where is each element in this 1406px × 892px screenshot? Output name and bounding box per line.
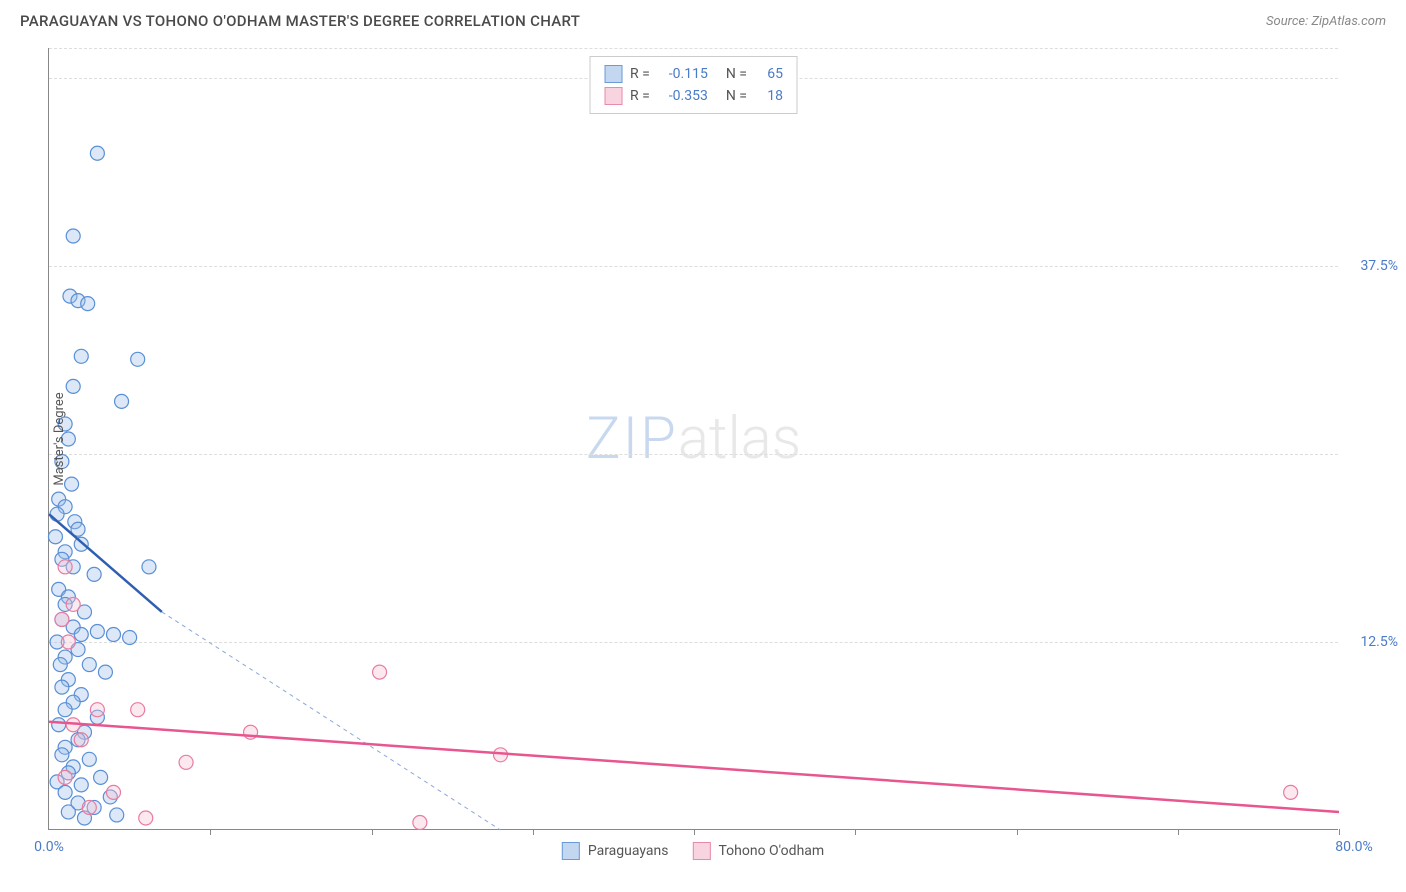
scatter-svg [49,48,1338,829]
y-tick-label: 37.5% [1360,258,1398,274]
x-tick [533,829,534,835]
trend-line [49,722,1339,812]
source-attribution: Source: ZipAtlas.com [1266,14,1386,29]
x-tick [694,829,695,835]
scatter-point [55,680,69,694]
scatter-point [74,349,88,363]
scatter-point [131,703,145,717]
series-legend: Paraguayans Tohono O'odham [562,842,824,860]
source-value: ZipAtlas.com [1311,14,1386,29]
scatter-point [107,628,121,642]
scatter-point [58,560,72,574]
scatter-point [52,718,66,732]
r-value: -0.353 [658,88,708,104]
scatter-point [82,752,96,766]
x-tick-label: 80.0% [1335,839,1373,855]
scatter-point [94,770,108,784]
series-label: Tohono O'odham [718,843,824,859]
x-tick [1339,829,1340,835]
source-label: Source: [1266,14,1311,29]
x-tick-label: 0.0% [34,839,64,855]
scatter-point [139,811,153,825]
scatter-point [55,748,69,762]
r-label: R = [630,88,650,104]
r-label: R = [630,66,650,82]
scatter-point [66,597,80,611]
y-axis-label: Master's Degree [52,392,67,485]
legend-swatch [604,87,622,105]
x-tick [855,829,856,835]
scatter-point [58,770,72,784]
scatter-point [90,146,104,160]
legend-swatch [692,842,710,860]
n-value: 65 [755,66,783,82]
scatter-point [131,352,145,366]
chart-title: PARAGUAYAN VS TOHONO O'ODHAM MASTER'S DE… [20,12,580,30]
scatter-point [74,778,88,792]
series-legend-item: Paraguayans [562,842,669,860]
scatter-point [74,733,88,747]
scatter-point [55,612,69,626]
scatter-point [53,658,67,672]
stats-legend: R = -0.115 N = 65 R = -0.353 N = 18 [589,56,798,114]
n-label: N = [726,88,747,104]
scatter-point [87,567,101,581]
trend-line-extension [162,612,501,830]
x-tick [372,829,373,835]
series-label: Paraguayans [588,843,669,859]
scatter-point [81,297,95,311]
x-tick [210,829,211,835]
scatter-point [98,665,112,679]
scatter-point [61,635,75,649]
plot-region: ZIPatlas R =-0.115N =65R =-0.353N =18 Ma… [48,48,1338,830]
scatter-point [90,624,104,638]
n-value: 18 [755,88,783,104]
scatter-point [1284,785,1298,799]
scatter-point [66,379,80,393]
scatter-point [413,815,427,829]
x-tick [1017,829,1018,835]
legend-swatch [604,65,622,83]
scatter-point [142,560,156,574]
r-value: -0.115 [658,66,708,82]
chart-area: ZIPatlas R =-0.115N =65R =-0.353N =18 Ma… [48,48,1338,830]
scatter-point [48,530,62,544]
scatter-point [115,394,129,408]
scatter-point [66,229,80,243]
series-legend-item: Tohono O'odham [692,842,824,860]
scatter-point [373,665,387,679]
scatter-point [123,631,137,645]
y-tick-label: 12.5% [1360,634,1398,650]
scatter-point [82,658,96,672]
scatter-point [61,805,75,819]
scatter-point [179,755,193,769]
scatter-point [82,800,96,814]
scatter-point [50,507,64,521]
stats-legend-row: R = -0.115 N = 65 [604,63,783,85]
scatter-point [58,785,72,799]
scatter-point [90,703,104,717]
scatter-point [107,785,121,799]
scatter-point [110,808,124,822]
x-tick [1178,829,1179,835]
stats-legend-row: R = -0.353 N = 18 [604,85,783,107]
scatter-point [74,628,88,642]
scatter-point [58,703,72,717]
n-label: N = [726,66,747,82]
legend-swatch [562,842,580,860]
